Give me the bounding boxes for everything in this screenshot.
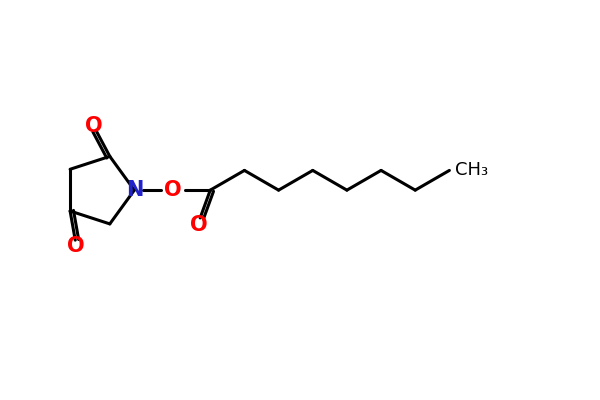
Text: N: N [125,180,143,200]
Text: CH₃: CH₃ [455,162,488,180]
Text: O: O [85,116,103,136]
Text: O: O [190,215,208,235]
Text: O: O [164,180,182,200]
Text: O: O [67,236,85,256]
